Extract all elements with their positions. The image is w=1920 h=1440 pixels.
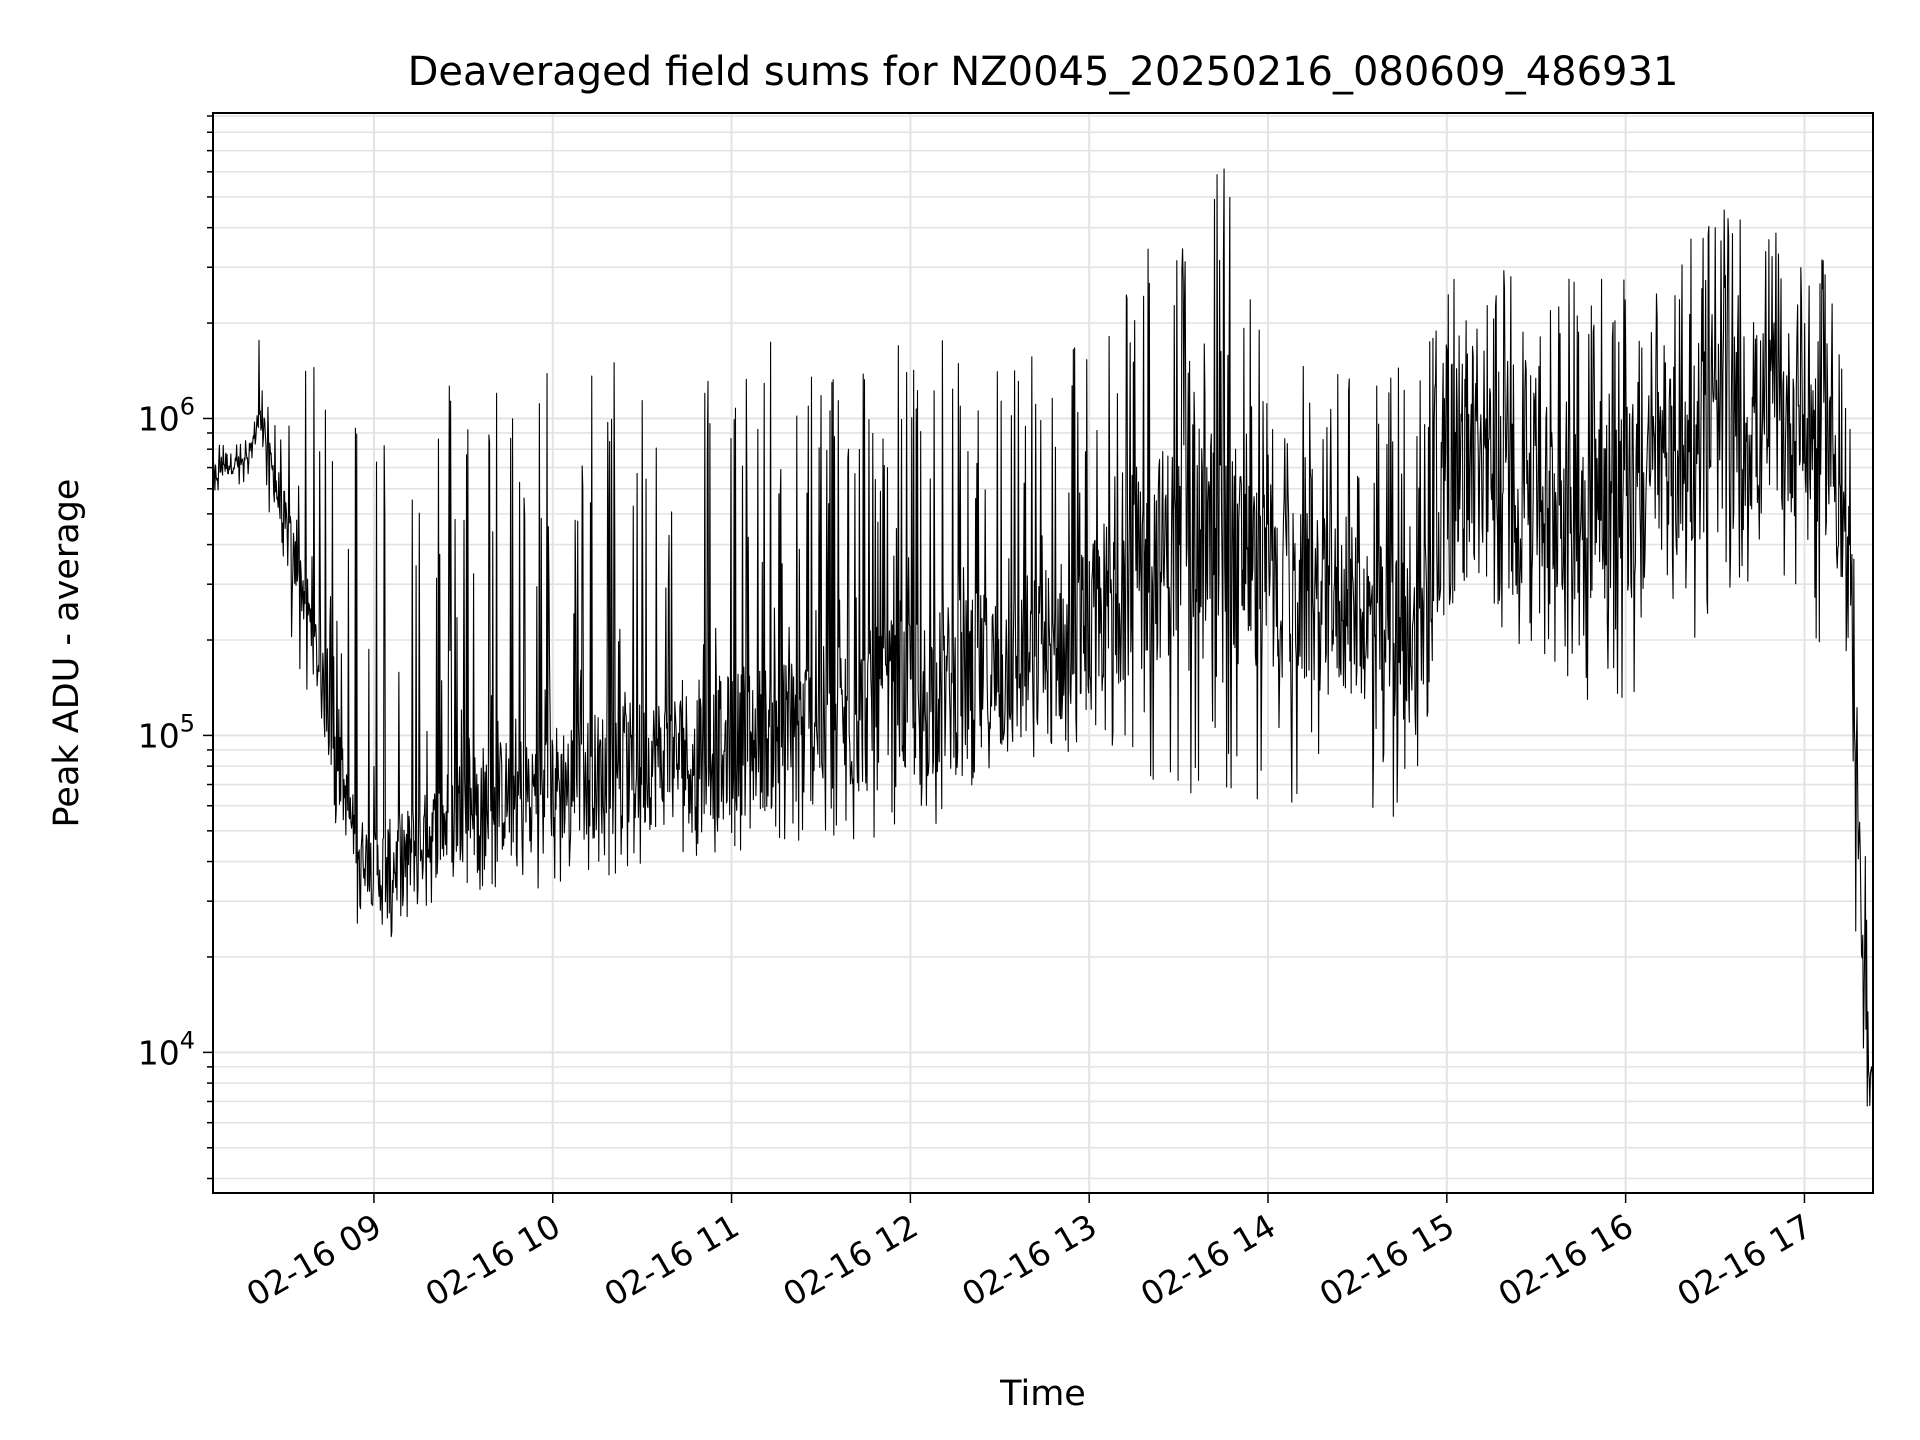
- chart-title: Deaveraged field sums for NZ0045_2025021…: [408, 49, 1679, 95]
- plot-frame: [212, 112, 1874, 1194]
- x-axis-label: Time: [999, 1374, 1086, 1414]
- series-layer: [212, 168, 1874, 1122]
- y-tick-label: 106: [138, 392, 195, 438]
- y-axis-label: Peak ADU - average: [47, 479, 87, 828]
- y-tick-label: 105: [138, 709, 195, 755]
- y-tick-label: 104: [138, 1026, 195, 1072]
- series-line: [212, 168, 1874, 1122]
